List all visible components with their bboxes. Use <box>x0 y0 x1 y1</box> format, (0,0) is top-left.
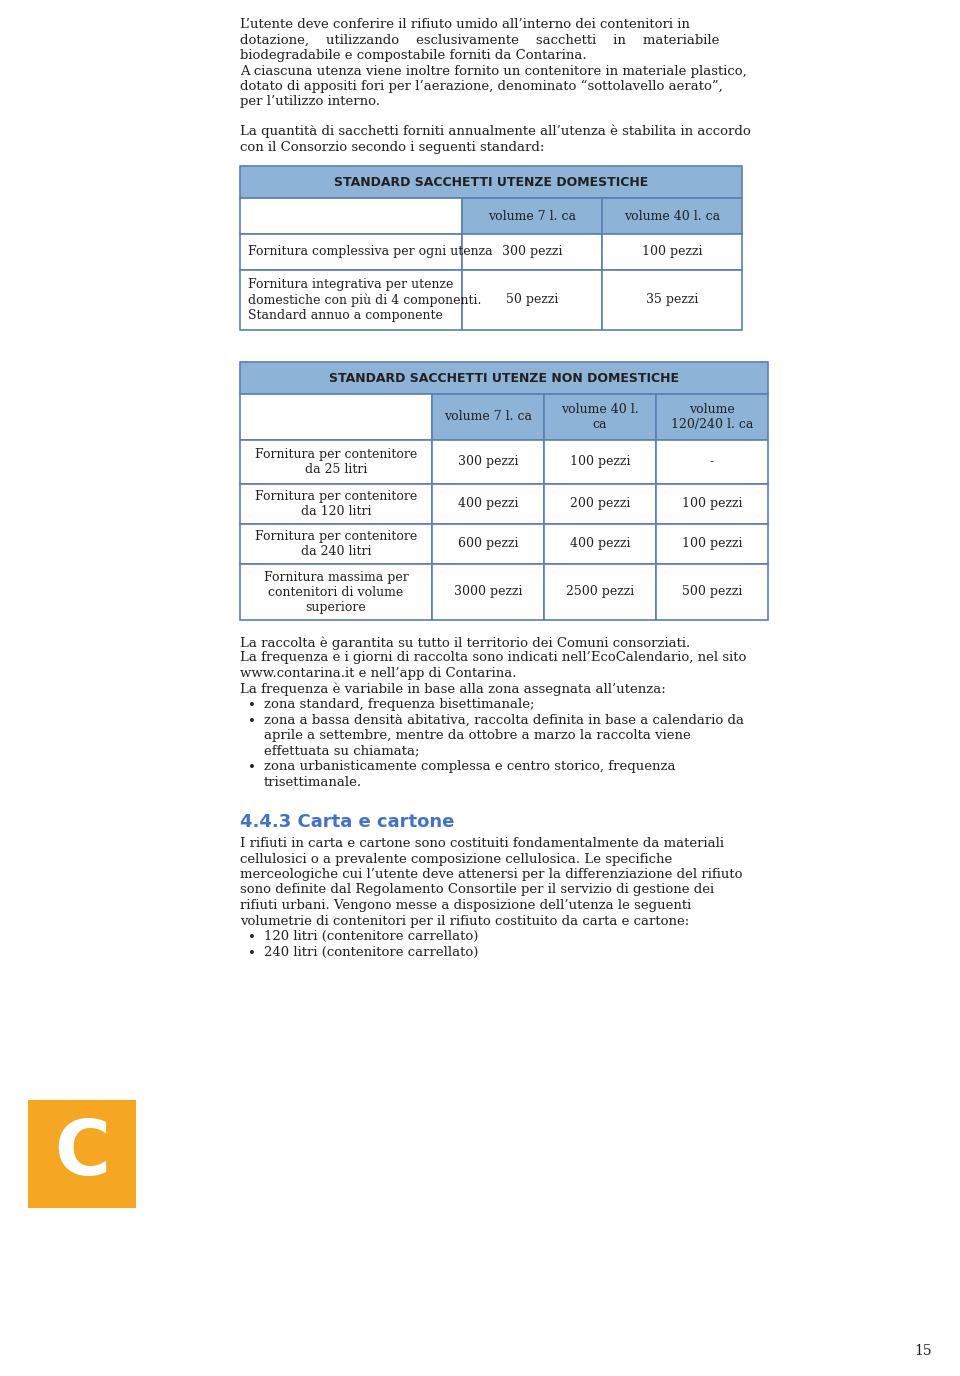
Bar <box>544 564 656 621</box>
Bar <box>544 524 656 564</box>
Text: cellulosici o a prevalente composizione cellulosica. Le specifiche: cellulosici o a prevalente composizione … <box>240 853 672 866</box>
Text: 4.4.3 Carta e cartone: 4.4.3 Carta e cartone <box>240 813 454 831</box>
Text: •: • <box>248 714 256 728</box>
Text: dotazione,    utilizzando    esclusivamente    sacchetti    in    materiabile: dotazione, utilizzando esclusivamente sa… <box>240 33 719 47</box>
Text: 120 litri (contenitore carrellato): 120 litri (contenitore carrellato) <box>264 930 478 943</box>
Bar <box>656 564 768 621</box>
Bar <box>240 166 742 198</box>
Bar <box>656 524 768 564</box>
Text: Fornitura massima per
contenitori di volume
superiore: Fornitura massima per contenitori di vol… <box>264 571 408 614</box>
Bar <box>656 440 768 484</box>
Text: 300 pezzi: 300 pezzi <box>502 245 563 259</box>
Bar <box>656 484 768 524</box>
Text: 100 pezzi: 100 pezzi <box>641 245 703 259</box>
Bar <box>544 440 656 484</box>
Text: Fornitura per contenitore
da 25 litri: Fornitura per contenitore da 25 litri <box>254 449 418 476</box>
Text: La frequenza e i giorni di raccolta sono indicati nell’EcoCalendario, nel sito: La frequenza e i giorni di raccolta sono… <box>240 651 746 665</box>
Text: •: • <box>248 947 256 959</box>
Bar <box>656 394 768 440</box>
Bar <box>432 394 544 440</box>
Text: aprile a settembre, mentre da ottobre a marzo la raccolta viene: aprile a settembre, mentre da ottobre a … <box>264 729 691 742</box>
Text: per l’utilizzo interno.: per l’utilizzo interno. <box>240 95 380 109</box>
Text: La frequenza è variabile in base alla zona assegnata all’utenza:: La frequenza è variabile in base alla zo… <box>240 682 665 696</box>
Bar <box>432 564 544 621</box>
Text: dotato di appositi fori per l’aerazione, denominato “sottolavello aerato”,: dotato di appositi fori per l’aerazione,… <box>240 80 723 94</box>
Text: volume
120/240 l. ca: volume 120/240 l. ca <box>671 403 754 431</box>
Text: Fornitura per contenitore
da 120 litri: Fornitura per contenitore da 120 litri <box>254 490 418 517</box>
Text: La quantità di sacchetti forniti annualmente all’utenza è stabilita in accordo: La quantità di sacchetti forniti annualm… <box>240 125 751 139</box>
Bar <box>240 394 432 440</box>
Text: zona urbanisticamente complessa e centro storico, frequenza: zona urbanisticamente complessa e centro… <box>264 760 676 773</box>
Bar <box>462 270 602 330</box>
Text: volume 7 l. ca: volume 7 l. ca <box>444 410 532 424</box>
Bar <box>462 234 602 270</box>
Bar <box>544 394 656 440</box>
Text: 240 litri (contenitore carrellato): 240 litri (contenitore carrellato) <box>264 945 478 959</box>
Bar <box>240 234 462 270</box>
Text: zona a bassa densità abitativa, raccolta definita in base a calendario da: zona a bassa densità abitativa, raccolta… <box>264 714 744 727</box>
Bar <box>602 198 742 234</box>
Text: volume 40 l. ca: volume 40 l. ca <box>624 209 720 223</box>
Bar <box>240 440 432 484</box>
Text: 400 pezzi: 400 pezzi <box>458 498 518 510</box>
Text: sono definite dal Regolamento Consortile per il servizio di gestione dei: sono definite dal Regolamento Consortile… <box>240 883 714 897</box>
Text: 400 pezzi: 400 pezzi <box>569 538 631 550</box>
Bar <box>432 524 544 564</box>
Text: Fornitura integrativa per utenze
domestiche con più di 4 componenti.
Standard an: Fornitura integrativa per utenze domesti… <box>248 278 481 322</box>
Text: biodegradabile e compostabile forniti da Contarina.: biodegradabile e compostabile forniti da… <box>240 50 587 62</box>
Bar <box>432 484 544 524</box>
Bar <box>432 440 544 484</box>
Text: 300 pezzi: 300 pezzi <box>458 455 518 468</box>
Text: A ciascuna utenza viene inoltre fornito un contenitore in materiale plastico,: A ciascuna utenza viene inoltre fornito … <box>240 65 747 77</box>
Text: rifiuti urbani. Vengono messe a disposizione dell’utenza le seguenti: rifiuti urbani. Vengono messe a disposiz… <box>240 899 691 912</box>
Text: I rifiuti in carta e cartone sono costituiti fondamentalmente da materiali: I rifiuti in carta e cartone sono costit… <box>240 837 724 850</box>
Text: 35 pezzi: 35 pezzi <box>646 293 698 307</box>
Text: La raccolta è garantita su tutto il territorio dei Comuni consorziati.: La raccolta è garantita su tutto il terr… <box>240 636 690 649</box>
Text: con il Consorzio secondo i seguenti standard:: con il Consorzio secondo i seguenti stan… <box>240 140 544 154</box>
Text: •: • <box>248 699 256 711</box>
Bar <box>240 484 432 524</box>
Text: 200 pezzi: 200 pezzi <box>570 498 630 510</box>
Text: volumetrie di contenitori per il rifiuto costituito da carta e cartone:: volumetrie di contenitori per il rifiuto… <box>240 915 689 927</box>
Text: zona standard, frequenza bisettimanale;: zona standard, frequenza bisettimanale; <box>264 698 535 711</box>
Text: Fornitura per contenitore
da 240 litri: Fornitura per contenitore da 240 litri <box>254 530 418 559</box>
Bar <box>602 270 742 330</box>
Text: www.contarina.it e nell’app di Contarina.: www.contarina.it e nell’app di Contarina… <box>240 667 516 680</box>
Bar <box>240 564 432 621</box>
Text: trisettimanale.: trisettimanale. <box>264 776 362 788</box>
Text: •: • <box>248 932 256 944</box>
Text: merceologiche cui l’utente deve attenersi per la differenziazione del rifiuto: merceologiche cui l’utente deve atteners… <box>240 868 742 881</box>
Text: volume 7 l. ca: volume 7 l. ca <box>488 209 576 223</box>
Text: C: C <box>54 1117 110 1192</box>
Text: 50 pezzi: 50 pezzi <box>506 293 558 307</box>
Text: volume 40 l.
ca: volume 40 l. ca <box>562 403 638 431</box>
Text: 500 pezzi: 500 pezzi <box>682 586 742 599</box>
Text: 3000 pezzi: 3000 pezzi <box>454 586 522 599</box>
Text: 15: 15 <box>914 1344 932 1358</box>
Text: 100 pezzi: 100 pezzi <box>569 455 631 468</box>
Bar <box>240 198 462 234</box>
Bar <box>240 362 768 394</box>
Bar <box>602 234 742 270</box>
Text: 600 pezzi: 600 pezzi <box>458 538 518 550</box>
Bar <box>240 270 462 330</box>
Bar <box>462 198 602 234</box>
Text: L’utente deve conferire il rifiuto umido all’interno dei contenitori in: L’utente deve conferire il rifiuto umido… <box>240 18 690 32</box>
Text: STANDARD SACCHETTI UTENZE DOMESTICHE: STANDARD SACCHETTI UTENZE DOMESTICHE <box>334 176 648 189</box>
Text: STANDARD SACCHETTI UTENZE NON DOMESTICHE: STANDARD SACCHETTI UTENZE NON DOMESTICHE <box>329 372 679 384</box>
Bar <box>544 484 656 524</box>
Text: 100 pezzi: 100 pezzi <box>682 538 742 550</box>
Text: •: • <box>248 761 256 773</box>
Bar <box>28 1099 136 1208</box>
Text: effettuata su chiamata;: effettuata su chiamata; <box>264 744 420 758</box>
Text: 2500 pezzi: 2500 pezzi <box>565 586 635 599</box>
Text: -: - <box>710 455 714 468</box>
Text: Fornitura complessiva per ogni utenza: Fornitura complessiva per ogni utenza <box>248 245 492 259</box>
Bar <box>240 524 432 564</box>
Text: 100 pezzi: 100 pezzi <box>682 498 742 510</box>
